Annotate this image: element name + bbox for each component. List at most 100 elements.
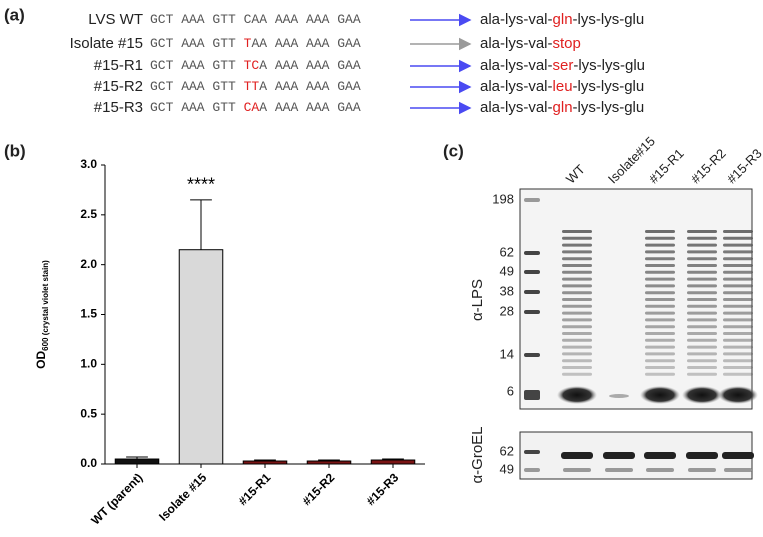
protein-segment: ser [553, 57, 574, 74]
blot-band [687, 298, 717, 301]
protein-segment: gln [553, 11, 573, 28]
blot-band [645, 264, 675, 267]
ladder-band [524, 251, 540, 255]
blot-band [687, 352, 717, 356]
protein-segment: ala-lys-val- [480, 57, 553, 74]
blot-band [645, 366, 675, 369]
blot-band [687, 264, 717, 267]
sequence-segment: A AAA AAA GAA [259, 79, 361, 94]
blot-band [645, 359, 675, 363]
marker-label: 49 [500, 461, 514, 476]
ladder-band [524, 353, 540, 357]
sequence: GCT AAA GTT CAA AAA AAA GAA [150, 100, 361, 115]
blot-band [645, 291, 675, 295]
blot-band [723, 298, 753, 301]
x-tick-label: #15-R3 [364, 470, 402, 508]
strain-name: #15-R3 [94, 99, 143, 116]
blot-band [723, 311, 753, 315]
annotation: **** [187, 175, 215, 195]
bar [370, 459, 416, 465]
blot-band [723, 243, 753, 247]
panel-label: (c) [443, 141, 464, 160]
blot-blob [609, 394, 629, 398]
groel-band [605, 468, 633, 472]
protein-segment: -lys-lys-glu [573, 57, 645, 74]
blot-band [562, 270, 592, 274]
groel-band [644, 452, 676, 459]
blot-band [687, 318, 717, 322]
protein-segment: -lys-lys-glu [573, 99, 645, 116]
blot-band [645, 236, 675, 240]
blot-blob [557, 386, 597, 404]
protein-segment: gln [553, 99, 573, 116]
blot-band [562, 284, 592, 288]
blot-band [562, 291, 592, 295]
blot-band [687, 366, 717, 369]
blot-band [645, 230, 675, 233]
sequence-segment: GCT AAA GTT [150, 36, 244, 51]
blot-band [723, 366, 753, 369]
blot-band [645, 243, 675, 247]
blot-band [723, 345, 753, 349]
strain-name: #15-R2 [94, 78, 143, 95]
blot-band [723, 304, 753, 308]
blot-band [687, 359, 717, 363]
blot-band [562, 277, 592, 281]
protein: ala-lys-val-ser-lys-lys-glu [480, 57, 645, 74]
blot-band [645, 372, 675, 376]
blot-band [687, 250, 717, 254]
blot-blob [682, 386, 722, 404]
y-tick-label: 1.5 [80, 307, 97, 321]
protein-segment: ala-lys-val- [480, 11, 553, 28]
marker-label: 62 [500, 244, 514, 259]
blot-band [723, 270, 753, 274]
blot-band [562, 298, 592, 301]
blot-band [562, 304, 592, 308]
strain-name: #15-R1 [94, 57, 143, 74]
groel-band [646, 468, 674, 472]
blot-band [562, 359, 592, 363]
blot-band [562, 338, 592, 342]
marker-label: 14 [500, 346, 514, 361]
groel-band [603, 452, 635, 459]
blot-band [723, 338, 753, 342]
blot-band [562, 325, 592, 329]
protein-segment: stop [553, 35, 581, 52]
blot-band [723, 332, 753, 335]
bar [242, 460, 288, 465]
blot-band [723, 230, 753, 233]
blot-band [645, 338, 675, 342]
y-tick-label: 2.0 [80, 257, 97, 271]
blot-lps [519, 188, 753, 410]
ladder-band [524, 310, 540, 314]
blot-blob [718, 386, 758, 404]
blot-band [687, 304, 717, 308]
blot-band [645, 352, 675, 356]
blot-band [687, 325, 717, 329]
blot-band [687, 372, 717, 376]
blot-band [645, 298, 675, 301]
blot-band [687, 270, 717, 274]
sequence-segment: TC [244, 58, 260, 73]
y-label-main: OD [34, 351, 48, 369]
bar [306, 460, 352, 465]
marker-label: 198 [492, 191, 514, 206]
sequence-segment: GCT AAA GTT [150, 100, 244, 115]
panel-label: (b) [4, 141, 26, 160]
blot-band [723, 352, 753, 356]
blot-band [645, 311, 675, 315]
groel-band [724, 468, 752, 472]
blot-band [687, 291, 717, 295]
protein-segment: ala-lys-val- [480, 35, 553, 52]
x-tick-label: #15-R1 [236, 470, 274, 508]
blot-band [723, 257, 753, 261]
sequence: GCT AAA GTT CAA AAA AAA GAA [150, 12, 361, 27]
blot-band [645, 257, 675, 261]
lane-label: #15-R1 [646, 146, 687, 187]
blot-band [723, 291, 753, 295]
y-tick-label: 0.0 [80, 456, 97, 470]
sequence-segment: CA [244, 100, 260, 115]
sequence-segment: TT [244, 79, 260, 94]
y-tick-label: 1.0 [80, 357, 97, 371]
protein: ala-lys-val-gln-lys-lys-glu [480, 11, 644, 28]
